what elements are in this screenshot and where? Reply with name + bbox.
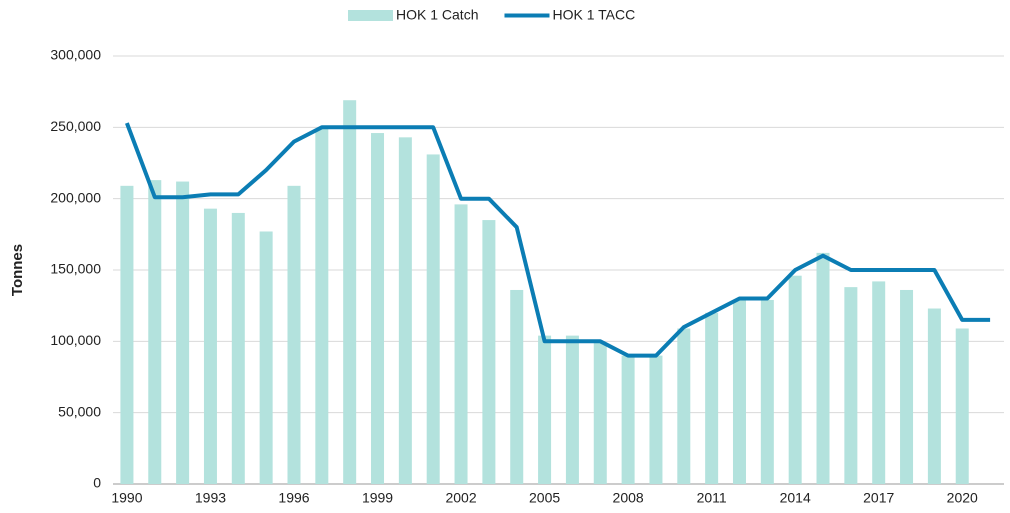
bar — [621, 355, 635, 484]
y-tick-label: 50,000 — [58, 403, 101, 419]
y-tick-label: 300,000 — [50, 47, 101, 63]
bar — [593, 342, 607, 484]
y-tick-label: 150,000 — [50, 261, 101, 277]
bar — [454, 204, 468, 484]
bar — [120, 185, 134, 484]
line — [125, 122, 991, 358]
bar — [287, 185, 301, 484]
x-tick-label: 1999 — [362, 490, 393, 506]
bar — [538, 335, 552, 484]
x-tick-label: 2020 — [947, 490, 978, 506]
bar — [371, 133, 385, 485]
bar — [148, 180, 162, 484]
bar — [955, 328, 969, 484]
x-tick-label: 1996 — [278, 490, 309, 506]
bar — [398, 137, 412, 484]
y-tick-label: 0 — [93, 475, 101, 491]
legend-label: HOK 1 Catch — [396, 7, 478, 23]
bar — [259, 231, 273, 484]
bar — [844, 287, 858, 484]
y-axis-label: Tonnes — [9, 244, 26, 296]
bar — [426, 154, 440, 484]
x-tick-label: 2005 — [529, 490, 560, 506]
bar — [482, 220, 496, 485]
bar — [203, 208, 217, 485]
bar — [510, 289, 524, 484]
bar — [705, 312, 719, 484]
bar — [231, 212, 245, 484]
bar — [816, 252, 830, 484]
y-tick-label: 100,000 — [50, 332, 101, 348]
y-tick-label: 200,000 — [50, 189, 101, 205]
x-tick-label: 2017 — [863, 490, 894, 506]
bar — [788, 275, 802, 484]
x-tick-label: 2014 — [780, 490, 811, 506]
x-tick-label: 2008 — [613, 490, 644, 506]
legend-label: HOK 1 TACC — [552, 7, 635, 23]
bar — [760, 299, 774, 484]
bar — [176, 181, 190, 484]
y-tick-label: 250,000 — [50, 118, 101, 134]
x-tick-label: 2002 — [445, 490, 476, 506]
bar — [343, 100, 357, 484]
x-tick-label: 1993 — [195, 490, 226, 506]
x-tick-label: 2011 — [697, 490, 727, 506]
bar — [565, 335, 579, 484]
bar — [927, 308, 941, 484]
legend-swatch — [348, 10, 393, 21]
bar — [900, 289, 914, 484]
bar — [315, 128, 329, 484]
bar — [649, 355, 663, 484]
bar — [677, 328, 691, 484]
bar — [872, 281, 886, 484]
bar — [732, 299, 746, 484]
x-tick-label: 1990 — [111, 490, 142, 506]
